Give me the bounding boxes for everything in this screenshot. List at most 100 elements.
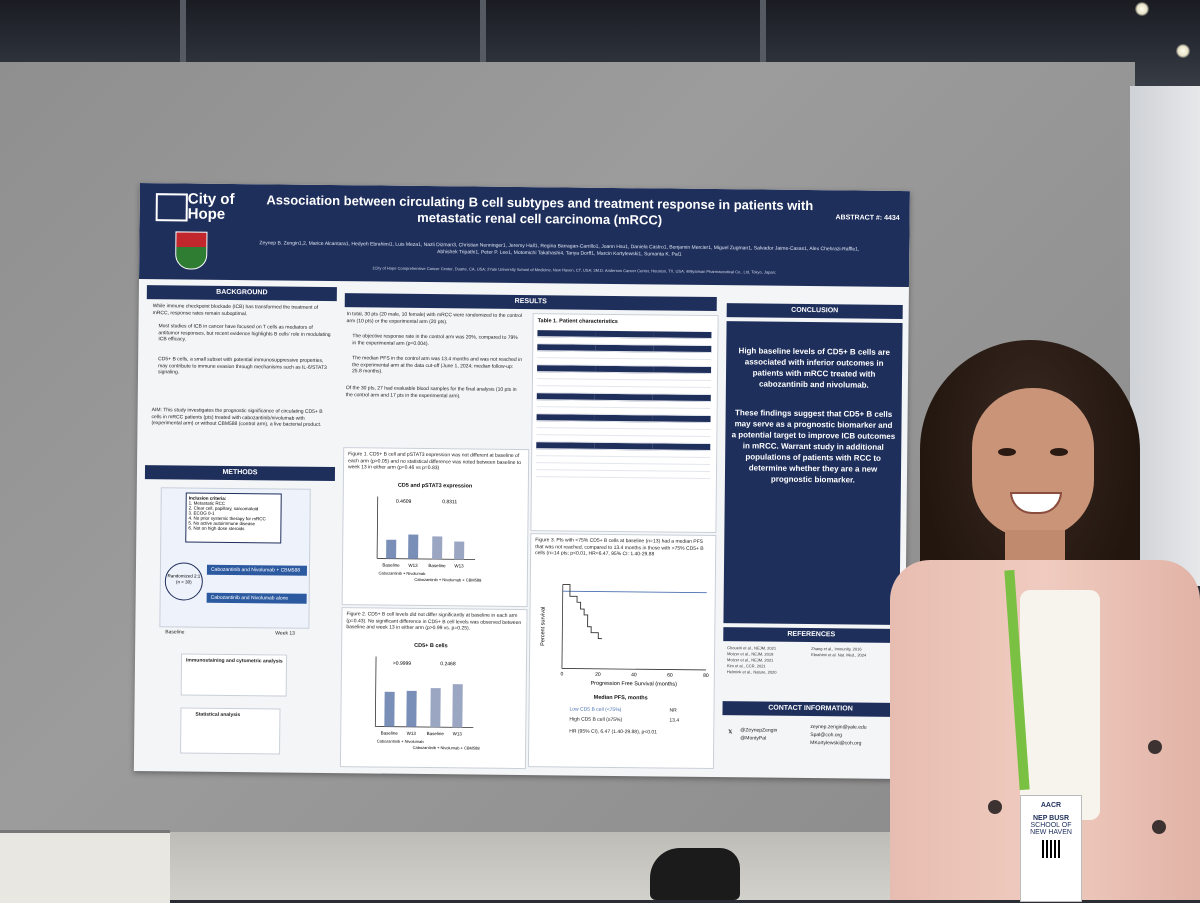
results-bullet-2: The median PFS in the control arm was 13…: [352, 355, 523, 375]
figure-1: Figure 1. CD5+ B cell and pSTAT3 express…: [341, 447, 530, 608]
pfs-hr: HR (95% CI), 6.47 (1.40-29.88), p<0.01: [569, 728, 657, 736]
reference-item: Helmink et al., Nature, 2020: [726, 669, 777, 675]
shield-icon: [175, 231, 208, 270]
people-logo-icon: [155, 193, 188, 222]
poster-header: City of Hope Association between circula…: [138, 183, 910, 288]
poster-title: Association between circulating B cell s…: [266, 192, 814, 228]
ceiling-truss: [180, 0, 186, 70]
reference-item: Motzer et al., NEJM, 2019: [727, 651, 774, 657]
contact-handle-2: @MontyPal: [740, 735, 767, 742]
background-bullet-2: CD5+ B cells, a small subset with potent…: [157, 356, 327, 376]
reference-item: Motzer et al., NEJM, 2021: [727, 657, 774, 663]
city-of-hope-logo: City of Hope: [153, 189, 244, 274]
ceiling-truss: [760, 0, 766, 70]
immunostaining-box: Immunostaining and cytometric analysis: [180, 653, 288, 697]
figure-1-pvalue-1: 0.4609: [396, 499, 412, 505]
eye: [1050, 448, 1068, 456]
figure-3-km-chart: 0 20 40 60 80 Progression Free Survival (mon…: [540, 583, 709, 688]
badge-school: SCHOOL OF: [1030, 822, 1072, 829]
figure-3-xlabel: Progression Free Survival (months): [590, 681, 677, 688]
figure-2: Figure 2. CD5+ B cell levels did not dif…: [339, 607, 528, 770]
methods-heading: METHODS: [144, 465, 336, 482]
figure-2-pvalue-2: 0.2468: [440, 661, 456, 667]
conference-badge: AACR NEP BUSR SCHOOL OF NEW HAVEN: [1020, 795, 1082, 902]
bar-baseline-2: [432, 536, 443, 560]
blazer-button: [988, 800, 1002, 814]
bar-w13-1: [408, 534, 419, 559]
results-intro: In total, 30 pts (20 male, 10 female) wi…: [346, 311, 523, 325]
logo-text: City of Hope: [187, 190, 235, 223]
bar-w13-1: [406, 690, 417, 727]
x-tick-label: Baseline: [382, 563, 400, 568]
x-tick-label: Baseline: [381, 731, 399, 736]
blazer-button: [1148, 740, 1162, 754]
figure-2-pvalue-1: >0.9999: [393, 661, 411, 667]
eye: [998, 448, 1016, 456]
figure-2-chart: >0.9999 0.2468 Baseline W13 Baseline W13…: [374, 656, 481, 751]
arm-label-experimental: Cabozantinib + Nivolumab + CBM588: [413, 745, 481, 751]
figure-3-caption: Figure 3. Pts with <75% CD5+ B cells at …: [535, 537, 704, 558]
bar-baseline-0: [384, 691, 395, 727]
aim-text: AIM: This study investigates the prognos…: [151, 407, 323, 428]
blazer-button: [1152, 820, 1166, 834]
figure-1-caption: Figure 1. CD5+ B cell and pSTAT3 express…: [348, 451, 522, 472]
figure-3-ylabel: Percent survival: [540, 607, 546, 646]
figure-2-caption: Figure 2. CD5+ B cell levels did not dif…: [346, 611, 522, 632]
x-tick-label: 0: [560, 671, 563, 677]
pfs-high-label: High CD5 B cell (≥75%): [569, 716, 623, 724]
x-tick-label: W13: [454, 563, 464, 568]
week13-label: Week 13: [275, 630, 295, 637]
contact-email-1: zeynep.zengin@yale.edu: [810, 724, 867, 731]
inclusion-criteria-box: Inclusion criteria: 1. Metastatic RCC 2.…: [185, 492, 282, 544]
results-summary: In total, 30 pts (20 male, 10 female) wi…: [343, 309, 528, 453]
x-logo-icon: 𝕏: [728, 729, 733, 736]
pfs-title: Median PFS, months: [593, 694, 648, 702]
poster-affiliations: 1City of Hope Comprehensive Cancer Cente…: [372, 265, 777, 275]
adjacent-board: [1130, 86, 1200, 586]
pfs-high-value: 13.4: [669, 717, 680, 724]
inclusion-item: 6. Not on high dose steroids: [188, 525, 245, 532]
bar-baseline-0: [386, 539, 397, 559]
km-line-high-cd5: [562, 583, 602, 640]
km-line-low-cd5: [562, 590, 707, 594]
bar-w13-3: [452, 684, 463, 728]
abstract-number: ABSTRACT #: 4434: [835, 214, 900, 222]
table-body: [535, 330, 712, 479]
table-title: Table 1. Patient characteristics: [537, 318, 618, 326]
shoe: [650, 848, 740, 900]
x-tick-label: 60: [667, 673, 673, 679]
chair: [0, 830, 170, 903]
ceiling-light: [1135, 2, 1149, 16]
poster-authors: Zeynep B. Zengin1,2, Marice Alcantara1, …: [259, 240, 860, 258]
x-tick-label: 80: [703, 673, 709, 679]
methods-flowchart: Inclusion criteria: 1. Metastatic RCC 2.…: [159, 487, 311, 629]
figure-3: Figure 3. Pts with <75% CD5+ B cells at …: [527, 533, 717, 770]
randomized-circle: Randomized 2:1 (n = 30): [164, 562, 204, 601]
figure-1-pvalue-2: 0.8311: [442, 499, 457, 505]
figure-1-title: CD5 and pSTAT3 expression: [397, 482, 473, 490]
arm-label-control: Cabozantinib + Nivolumab: [378, 571, 426, 576]
ceiling-truss: [480, 0, 486, 70]
white-top: [1020, 590, 1100, 820]
presenter: AACR NEP BUSR SCHOOL OF NEW HAVEN: [860, 340, 1200, 902]
pfs-low-label: Low CD5 B cell (<75%): [569, 706, 622, 714]
patient-characteristics-table: Table 1. Patient characteristics: [530, 313, 719, 534]
reference-item: Ebrahimi et al. Nat. Med., 2024: [811, 652, 867, 658]
contact-handle-1: @ZeynepZengin: [740, 727, 778, 734]
arm-label-experimental: Cabozantinib + Nivolumab + CBM588: [414, 577, 482, 583]
x-tick-label: Baseline: [427, 731, 445, 736]
badge-name: NEP BUSR: [1032, 815, 1070, 822]
bar-w13-3: [454, 541, 465, 560]
statistics-box: Statistical analysis: [180, 707, 281, 755]
bar-baseline-2: [430, 688, 441, 728]
background-heading: BACKGROUND: [146, 285, 337, 302]
face: [972, 388, 1094, 538]
figure-1-chart: 0.4609 0.8311 Baseline W13 Baseline W13 …: [376, 496, 482, 583]
conclusion-heading: CONCLUSION: [726, 303, 903, 319]
arm-experimental: Cabozantinib and Nivolumab + CBM588: [206, 564, 308, 576]
background-text: While immune checkpoint blockade (ICB) h…: [152, 303, 319, 317]
statistics-title: Statistical analysis: [195, 711, 241, 719]
immunostaining-title: Immunostaining and cytometric analysis: [185, 657, 283, 665]
background-bullet-1: Most studies of ICB in cancer have focus…: [158, 323, 331, 343]
arm-control: Cabozantinib and Nivolumab alone: [206, 592, 307, 604]
